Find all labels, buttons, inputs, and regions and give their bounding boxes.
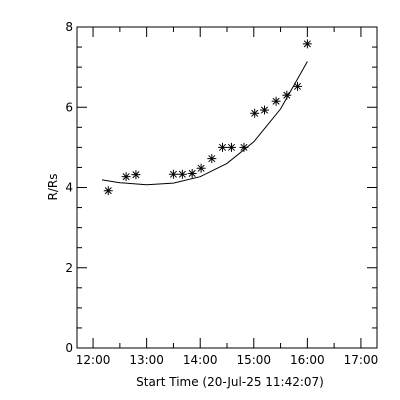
data-point xyxy=(121,172,131,182)
data-point xyxy=(226,142,236,152)
x-axis-ticks: 12:00 13:00 14:00 15:00 16:00 17:00 xyxy=(76,27,378,367)
data-point xyxy=(168,169,178,179)
data-point xyxy=(239,142,249,152)
data-point xyxy=(293,81,303,91)
data-points xyxy=(103,39,312,196)
fit-curve xyxy=(101,61,308,186)
data-point xyxy=(250,108,260,118)
data-point xyxy=(218,142,228,152)
y-axis-ticks: 0 2 4 6 8 xyxy=(65,20,377,355)
data-point xyxy=(131,170,141,180)
data-point xyxy=(282,90,292,100)
x-tick-label: 15:00 xyxy=(236,353,271,367)
x-tick-label: 17:00 xyxy=(344,353,379,367)
y-axis-label: R/Rs xyxy=(46,174,60,201)
x-tick-label: 14:00 xyxy=(183,353,218,367)
x-axis-label: Start Time (20-Jul-25 11:42:07) xyxy=(136,375,324,389)
data-point xyxy=(177,169,187,179)
data-point xyxy=(260,105,269,115)
data-point xyxy=(207,154,217,164)
x-tick-label: 12:00 xyxy=(76,353,111,367)
x-tick-label: 16:00 xyxy=(290,353,325,367)
data-point xyxy=(271,96,281,106)
data-point xyxy=(103,186,113,196)
data-point xyxy=(196,163,206,173)
y-tick-label: 6 xyxy=(65,100,73,114)
y-tick-label: 0 xyxy=(65,341,73,355)
y-tick-label: 8 xyxy=(65,20,73,34)
plot-frame xyxy=(76,26,378,349)
y-tick-label: 4 xyxy=(65,181,73,195)
data-point xyxy=(302,39,312,49)
plot-area-border xyxy=(76,26,378,349)
data-point xyxy=(187,168,197,178)
y-tick-label: 2 xyxy=(65,261,73,275)
x-tick-label: 13:00 xyxy=(129,353,164,367)
